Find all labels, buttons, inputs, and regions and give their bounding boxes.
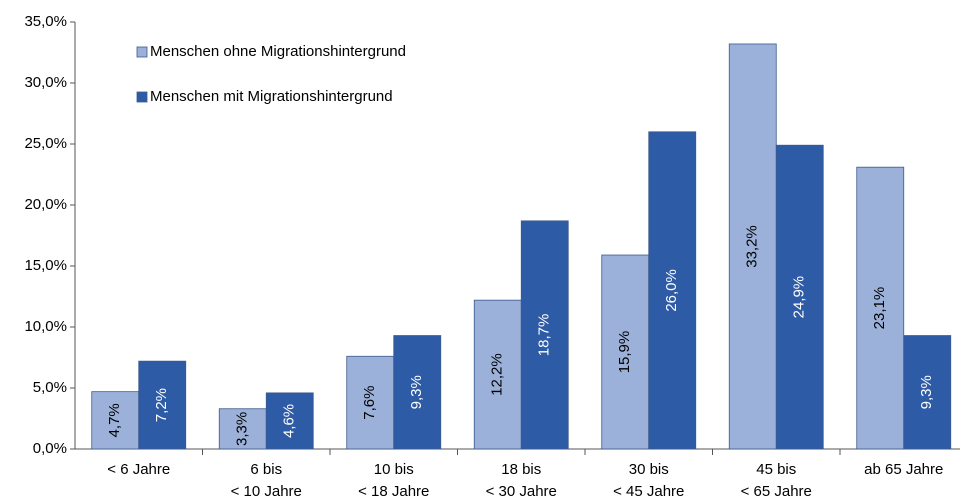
value-label: 18,7% xyxy=(536,314,553,357)
y-tick-label: 25,0% xyxy=(24,135,67,152)
value-label: 7,2% xyxy=(153,388,170,422)
y-tick-label: 20,0% xyxy=(24,196,67,213)
bar xyxy=(393,335,442,450)
bar xyxy=(138,360,187,450)
x-tick-label: 10 bis xyxy=(374,461,414,478)
x-tick-label: 18 bis xyxy=(501,461,541,478)
bar xyxy=(728,43,777,450)
bar xyxy=(648,131,697,450)
x-tick-label: ab 65 Jahre xyxy=(864,461,943,478)
bar xyxy=(520,220,569,450)
bar xyxy=(265,392,314,450)
legend-swatch xyxy=(136,91,148,103)
x-tick-label: < 18 Jahre xyxy=(358,483,429,500)
legend-label: Menschen mit Migrationshintergrund xyxy=(150,88,393,105)
x-tick-label: < 65 Jahre xyxy=(741,483,812,500)
value-label: 26,0% xyxy=(663,269,680,312)
value-label: 4,6% xyxy=(281,404,298,438)
x-tick-label: < 6 Jahre xyxy=(107,461,170,478)
value-label: 24,9% xyxy=(791,276,808,319)
value-label: 3,3% xyxy=(234,412,251,446)
bar xyxy=(218,408,267,450)
bar xyxy=(856,166,905,450)
value-label: 9,3% xyxy=(918,375,935,409)
y-tick-label: 5,0% xyxy=(33,379,67,396)
legend-label: Menschen ohne Migrationshintergrund xyxy=(150,43,406,60)
value-label: 4,7% xyxy=(106,403,123,437)
bar xyxy=(91,391,140,450)
y-tick-label: 10,0% xyxy=(24,318,67,335)
bar xyxy=(346,355,395,450)
bar xyxy=(775,144,824,450)
value-label: 9,3% xyxy=(408,375,425,409)
legend-swatch xyxy=(136,46,148,58)
y-tick-label: 35,0% xyxy=(24,13,67,30)
value-label: 33,2% xyxy=(744,225,761,268)
bar xyxy=(903,335,952,450)
value-label: 12,2% xyxy=(489,353,506,396)
y-tick-label: 15,0% xyxy=(24,257,67,274)
value-label: 7,6% xyxy=(361,386,378,420)
value-label: 23,1% xyxy=(871,287,888,330)
bar xyxy=(601,254,650,450)
x-tick-label: < 45 Jahre xyxy=(613,483,684,500)
y-tick-label: 0,0% xyxy=(33,440,67,457)
x-tick-label: < 30 Jahre xyxy=(486,483,557,500)
bar xyxy=(473,299,522,450)
x-tick-label: 6 bis xyxy=(250,461,282,478)
value-label: 15,9% xyxy=(616,331,633,374)
x-tick-label: < 10 Jahre xyxy=(231,483,302,500)
x-tick-label: 30 bis xyxy=(629,461,669,478)
x-tick-label: 45 bis xyxy=(756,461,796,478)
y-tick-label: 30,0% xyxy=(24,74,67,91)
